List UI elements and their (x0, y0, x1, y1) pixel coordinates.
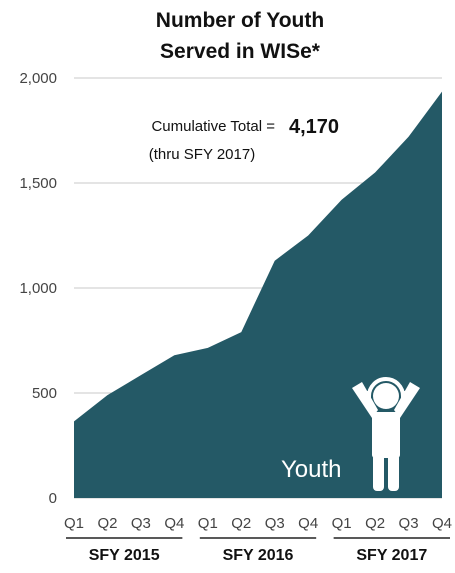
y-tick-label: 1,500 (19, 175, 57, 192)
year-group-label: SFY 2016 (223, 547, 294, 564)
x-tick-label: Q1 (64, 515, 84, 532)
x-tick-label: Q3 (265, 515, 285, 532)
x-tick-label: Q2 (365, 515, 385, 532)
x-tick-label: Q3 (399, 515, 419, 532)
x-tick-label: Q4 (432, 515, 452, 532)
y-tick-label: 0 (49, 490, 57, 507)
y-tick-label: 500 (32, 385, 57, 402)
youth-label: Youth (281, 456, 342, 483)
x-tick-label: Q2 (231, 515, 251, 532)
chart-title-line-1: Number of Youth (156, 9, 324, 32)
y-tick-label: 1,000 (19, 280, 57, 297)
x-tick-label: Q4 (298, 515, 318, 532)
x-tick-label: Q1 (332, 515, 352, 532)
area-series (74, 91, 442, 499)
x-tick-label: Q3 (131, 515, 151, 532)
x-tick-label: Q1 (198, 515, 218, 532)
x-axis-labels: Q1 Q2 Q3 Q4 Q1 Q2 Q3 Q4 Q1 Q2 Q3 Q4 (64, 515, 452, 532)
cumulative-total-label: Cumulative Total = (151, 118, 275, 135)
year-group-label: SFY 2017 (356, 547, 427, 564)
y-axis-labels: 0 500 1,000 1,500 2,000 (19, 70, 57, 507)
cumulative-annotation: Cumulative Total = 4,170 (thru SFY 2017) (149, 116, 339, 163)
year-group-label: SFY 2015 (89, 547, 160, 564)
cumulative-total-note: (thru SFY 2017) (149, 146, 255, 163)
year-groups: SFY 2015 SFY 2016 SFY 2017 (66, 537, 450, 564)
x-tick-label: Q4 (164, 515, 184, 532)
x-tick-label: Q2 (97, 515, 117, 532)
chart-title-line-2: Served in WISe* (160, 40, 321, 63)
cumulative-total-value: 4,170 (289, 116, 339, 138)
y-tick-label: 2,000 (19, 70, 57, 87)
youth-headphones-icon (352, 377, 420, 491)
